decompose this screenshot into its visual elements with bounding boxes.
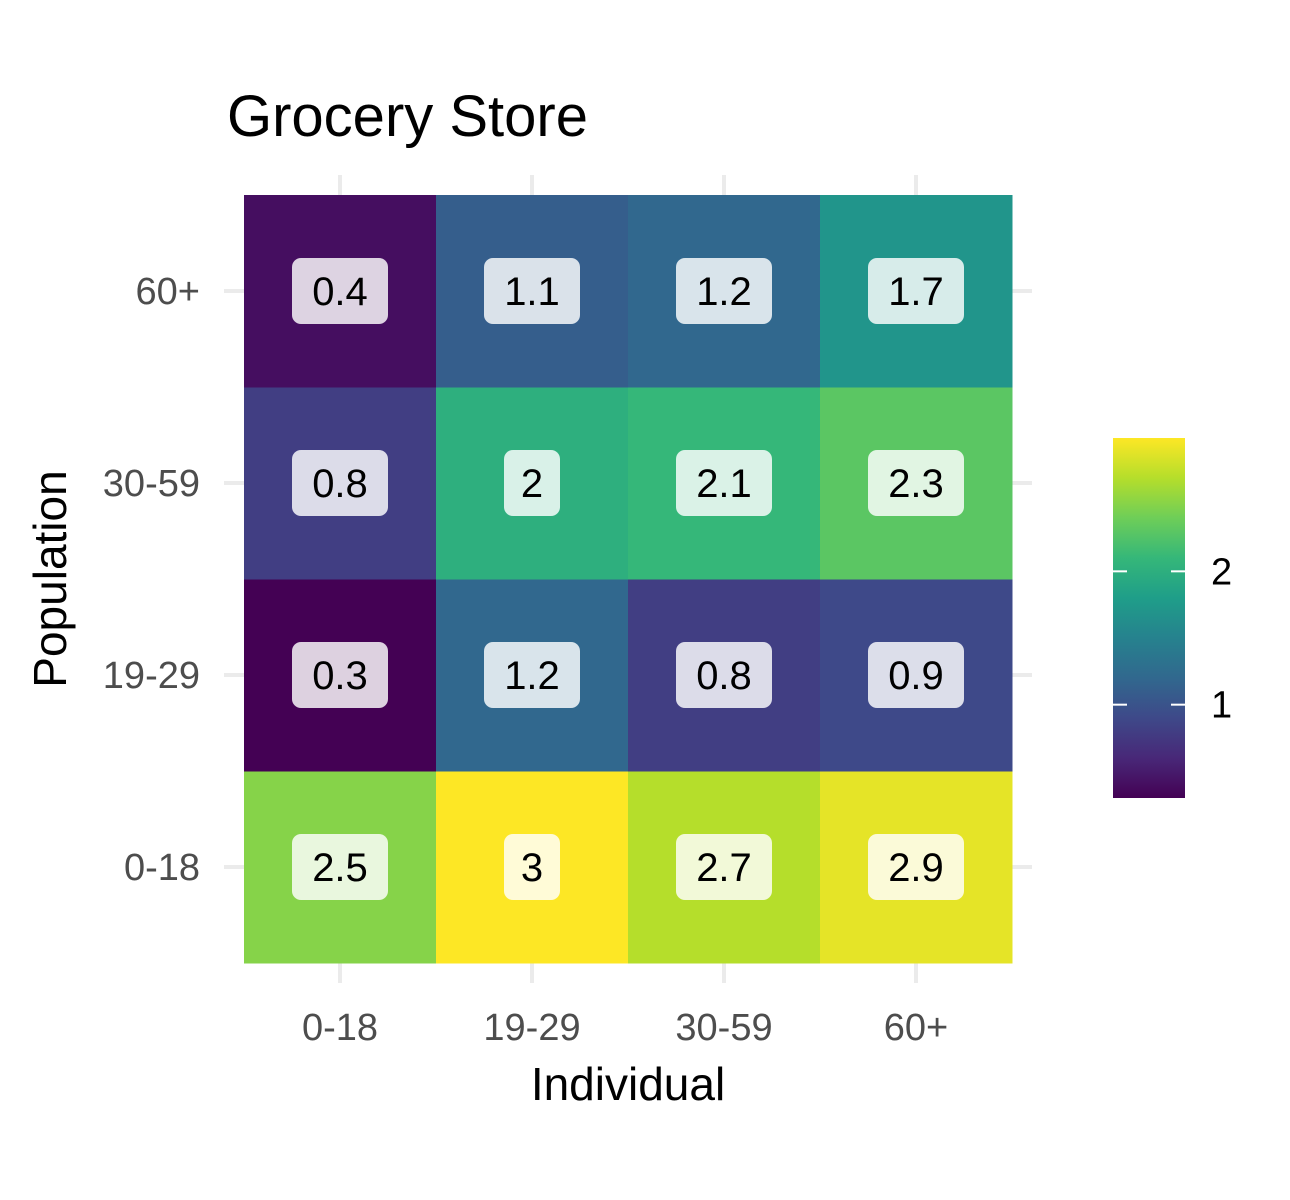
cell-label-box [868,450,964,516]
cell-label-box [292,834,388,900]
cell-label-box [676,834,772,900]
color-legend: 12 [1113,438,1232,798]
cell-label-box [292,642,388,708]
cell-value-label: 1.7 [888,270,944,314]
cell-value-label: 0.8 [312,462,368,506]
y-tick-label: 0-18 [124,847,200,889]
cell-value-label: 0.8 [696,654,752,698]
cell-value-label: 2.5 [312,846,368,890]
color-legend-bar [1113,438,1185,798]
chart-title: Grocery Store [227,84,588,149]
legend-tick-label: 2 [1211,551,1232,593]
cell-label-box [868,642,964,708]
cell-value-label: 1.2 [696,270,752,314]
cell-label-box [504,834,560,900]
cell-label-box [504,450,560,516]
legend-tick-label: 1 [1211,685,1232,727]
cell-value-label: 1.2 [504,654,560,698]
cell-value-label: 3 [521,846,543,890]
cell-value-label: 0.4 [312,270,368,314]
cell-label-box [484,258,580,324]
y-tick-label: 19-29 [103,655,200,697]
cell-value-label: 0.9 [888,654,944,698]
y-tick-label: 30-59 [103,463,200,505]
cell-value-label: 2.1 [696,462,752,506]
cell-label-box [676,642,772,708]
cell-value-label: 2.9 [888,846,944,890]
axes: 0-18 19-29 30-59 60+ 0-18 19-29 30-59 60+ [103,271,948,1049]
cell-value-label: 1.1 [504,270,560,314]
cell-value-label: 0.3 [312,654,368,698]
y-tick-label: 60+ [136,271,200,313]
cell-label-box [484,642,580,708]
x-tick-label: 30-59 [675,1007,772,1049]
x-axis-title: Individual [531,1058,725,1110]
x-tick-label: 0-18 [302,1007,378,1049]
x-tick-label: 19-29 [483,1007,580,1049]
cell-value-label: 2.7 [696,846,752,890]
cell-label-box [868,834,964,900]
cell-label-box [292,450,388,516]
cell-label-box [868,258,964,324]
cell-labels: 2.5 3 2.7 2.9 0.3 1.2 0.8 0.9 0.8 2 2.1 2.3 0.4 1.1 1.… [292,258,964,900]
cell-label-box [676,450,772,516]
y-axis-title: Population [24,470,76,687]
x-tick-label: 60+ [884,1007,948,1049]
cell-value-label: 2 [521,462,543,506]
cell-value-label: 2.3 [888,462,944,506]
cell-label-box [676,258,772,324]
cell-label-box [292,258,388,324]
